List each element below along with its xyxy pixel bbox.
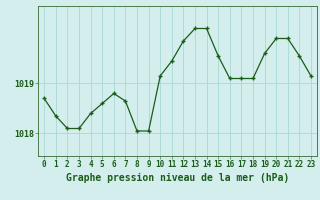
X-axis label: Graphe pression niveau de la mer (hPa): Graphe pression niveau de la mer (hPa)	[66, 173, 289, 183]
